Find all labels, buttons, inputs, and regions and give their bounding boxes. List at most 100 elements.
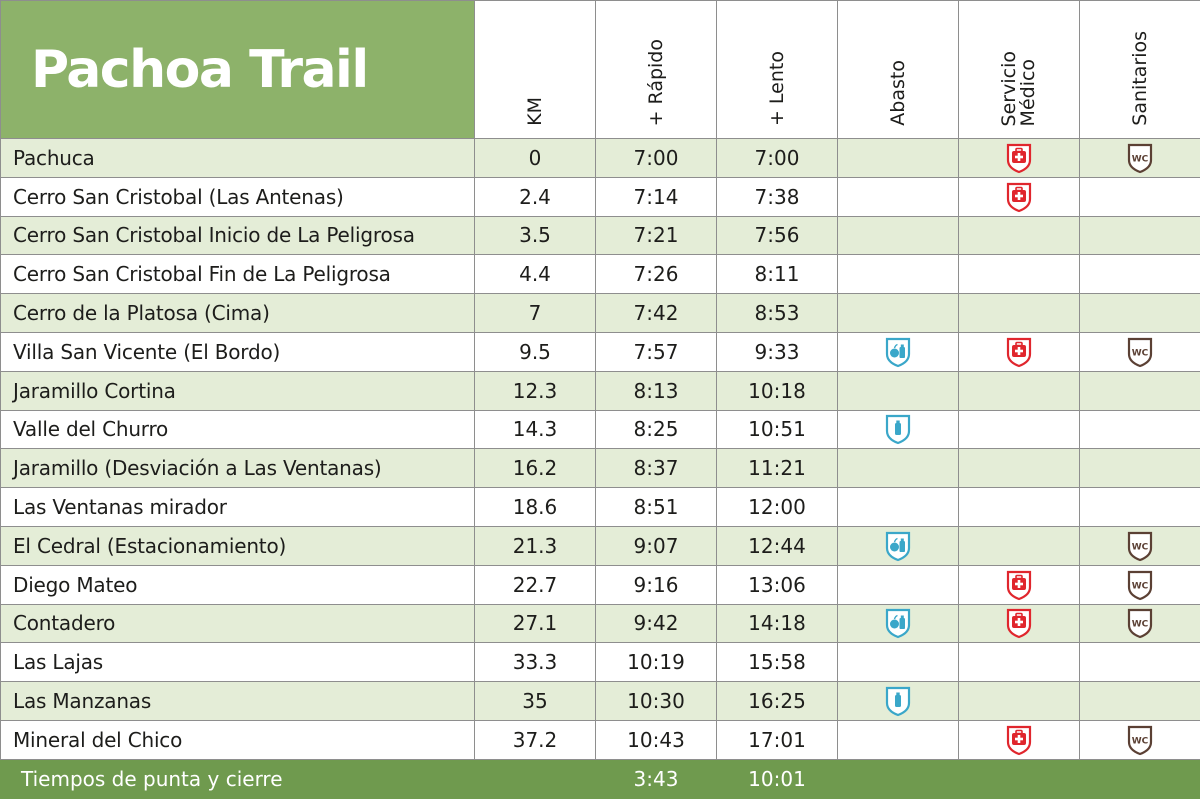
footer-slow: 10:01 xyxy=(717,759,838,798)
location-name: Cerro de la Platosa (Cima) xyxy=(1,294,475,333)
medico-cell xyxy=(959,526,1080,565)
wc-icon: WC xyxy=(1126,532,1154,556)
medico-cell xyxy=(959,371,1080,410)
km-value: 3.5 xyxy=(475,216,596,255)
title-cell: Pachoa Trail xyxy=(1,1,475,139)
abasto-cell xyxy=(838,526,959,565)
location-name: Contadero xyxy=(1,604,475,643)
sanitarios-cell xyxy=(1080,371,1200,410)
water-icon xyxy=(884,688,912,712)
header-sanitarios: Sanitarios xyxy=(1080,1,1200,139)
location-name: Mineral del Chico xyxy=(1,720,475,759)
header-fast: + Rápido xyxy=(596,1,717,139)
header-medico: Servicio Médico xyxy=(959,1,1080,139)
abasto-cell xyxy=(838,332,959,371)
fast-time: 7:57 xyxy=(596,332,717,371)
abasto-cell xyxy=(838,643,959,682)
location-name: Cerro San Cristobal Fin de La Peligrosa xyxy=(1,255,475,294)
medico-cell xyxy=(959,565,1080,604)
slow-time: 14:18 xyxy=(717,604,838,643)
slow-time: 7:56 xyxy=(717,216,838,255)
header-label: + Lento xyxy=(768,51,787,126)
medico-cell xyxy=(959,294,1080,333)
location-name: Diego Mateo xyxy=(1,565,475,604)
fast-time: 8:13 xyxy=(596,371,717,410)
fast-time: 8:37 xyxy=(596,449,717,488)
medico-cell xyxy=(959,682,1080,721)
svg-text:WC: WC xyxy=(1132,154,1149,164)
wc-icon: WC xyxy=(1126,571,1154,595)
svg-text:WC: WC xyxy=(1132,736,1149,746)
first-aid-icon xyxy=(1005,338,1033,362)
km-value: 22.7 xyxy=(475,565,596,604)
header-label: Servicio Médico xyxy=(1000,51,1038,126)
fast-time: 9:07 xyxy=(596,526,717,565)
location-name: Las Lajas xyxy=(1,643,475,682)
fast-time: 7:21 xyxy=(596,216,717,255)
slow-time: 17:01 xyxy=(717,720,838,759)
fast-time: 7:26 xyxy=(596,255,717,294)
location-name: Cerro San Cristobal (Las Antenas) xyxy=(1,177,475,216)
km-value: 16.2 xyxy=(475,449,596,488)
slow-time: 16:25 xyxy=(717,682,838,721)
km-value: 14.3 xyxy=(475,410,596,449)
first-aid-icon xyxy=(1005,571,1033,595)
fast-time: 8:51 xyxy=(596,488,717,527)
abasto-cell xyxy=(838,449,959,488)
table-row: Jaramillo (Desviación a Las Ventanas)16.… xyxy=(1,449,1200,488)
medico-cell xyxy=(959,216,1080,255)
sanitarios-cell: WC xyxy=(1080,720,1200,759)
fast-time: 9:16 xyxy=(596,565,717,604)
location-name: Las Ventanas mirador xyxy=(1,488,475,527)
footer-medico xyxy=(959,759,1080,798)
location-name: Jaramillo (Desviación a Las Ventanas) xyxy=(1,449,475,488)
wc-icon: WC xyxy=(1126,726,1154,750)
fast-time: 9:42 xyxy=(596,604,717,643)
sanitarios-cell xyxy=(1080,643,1200,682)
slow-time: 13:06 xyxy=(717,565,838,604)
abasto-cell xyxy=(838,488,959,527)
fast-time: 7:42 xyxy=(596,294,717,333)
svg-text:WC: WC xyxy=(1132,348,1149,358)
slow-time: 10:51 xyxy=(717,410,838,449)
sanitarios-cell xyxy=(1080,216,1200,255)
slow-time: 8:53 xyxy=(717,294,838,333)
medico-cell xyxy=(959,332,1080,371)
header-slow: + Lento xyxy=(717,1,838,139)
medico-cell xyxy=(959,720,1080,759)
medico-cell xyxy=(959,643,1080,682)
svg-text:WC: WC xyxy=(1132,581,1149,591)
km-value: 4.4 xyxy=(475,255,596,294)
header-label: KM xyxy=(526,97,545,126)
slow-time: 7:38 xyxy=(717,177,838,216)
sanitarios-cell: WC xyxy=(1080,332,1200,371)
slow-time: 8:11 xyxy=(717,255,838,294)
location-name: Jaramillo Cortina xyxy=(1,371,475,410)
km-value: 27.1 xyxy=(475,604,596,643)
sanitarios-cell xyxy=(1080,410,1200,449)
km-value: 0 xyxy=(475,139,596,178)
header-abasto: Abasto xyxy=(838,1,959,139)
sanitarios-cell: WC xyxy=(1080,604,1200,643)
abasto-cell xyxy=(838,294,959,333)
fast-time: 8:25 xyxy=(596,410,717,449)
abasto-cell xyxy=(838,682,959,721)
first-aid-icon xyxy=(1005,144,1033,168)
location-name: El Cedral (Estacionamiento) xyxy=(1,526,475,565)
abasto-cell xyxy=(838,177,959,216)
footer-abasto xyxy=(838,759,959,798)
abasto-cell xyxy=(838,255,959,294)
header-label: Sanitarios xyxy=(1131,31,1150,126)
food-water-icon xyxy=(884,338,912,362)
